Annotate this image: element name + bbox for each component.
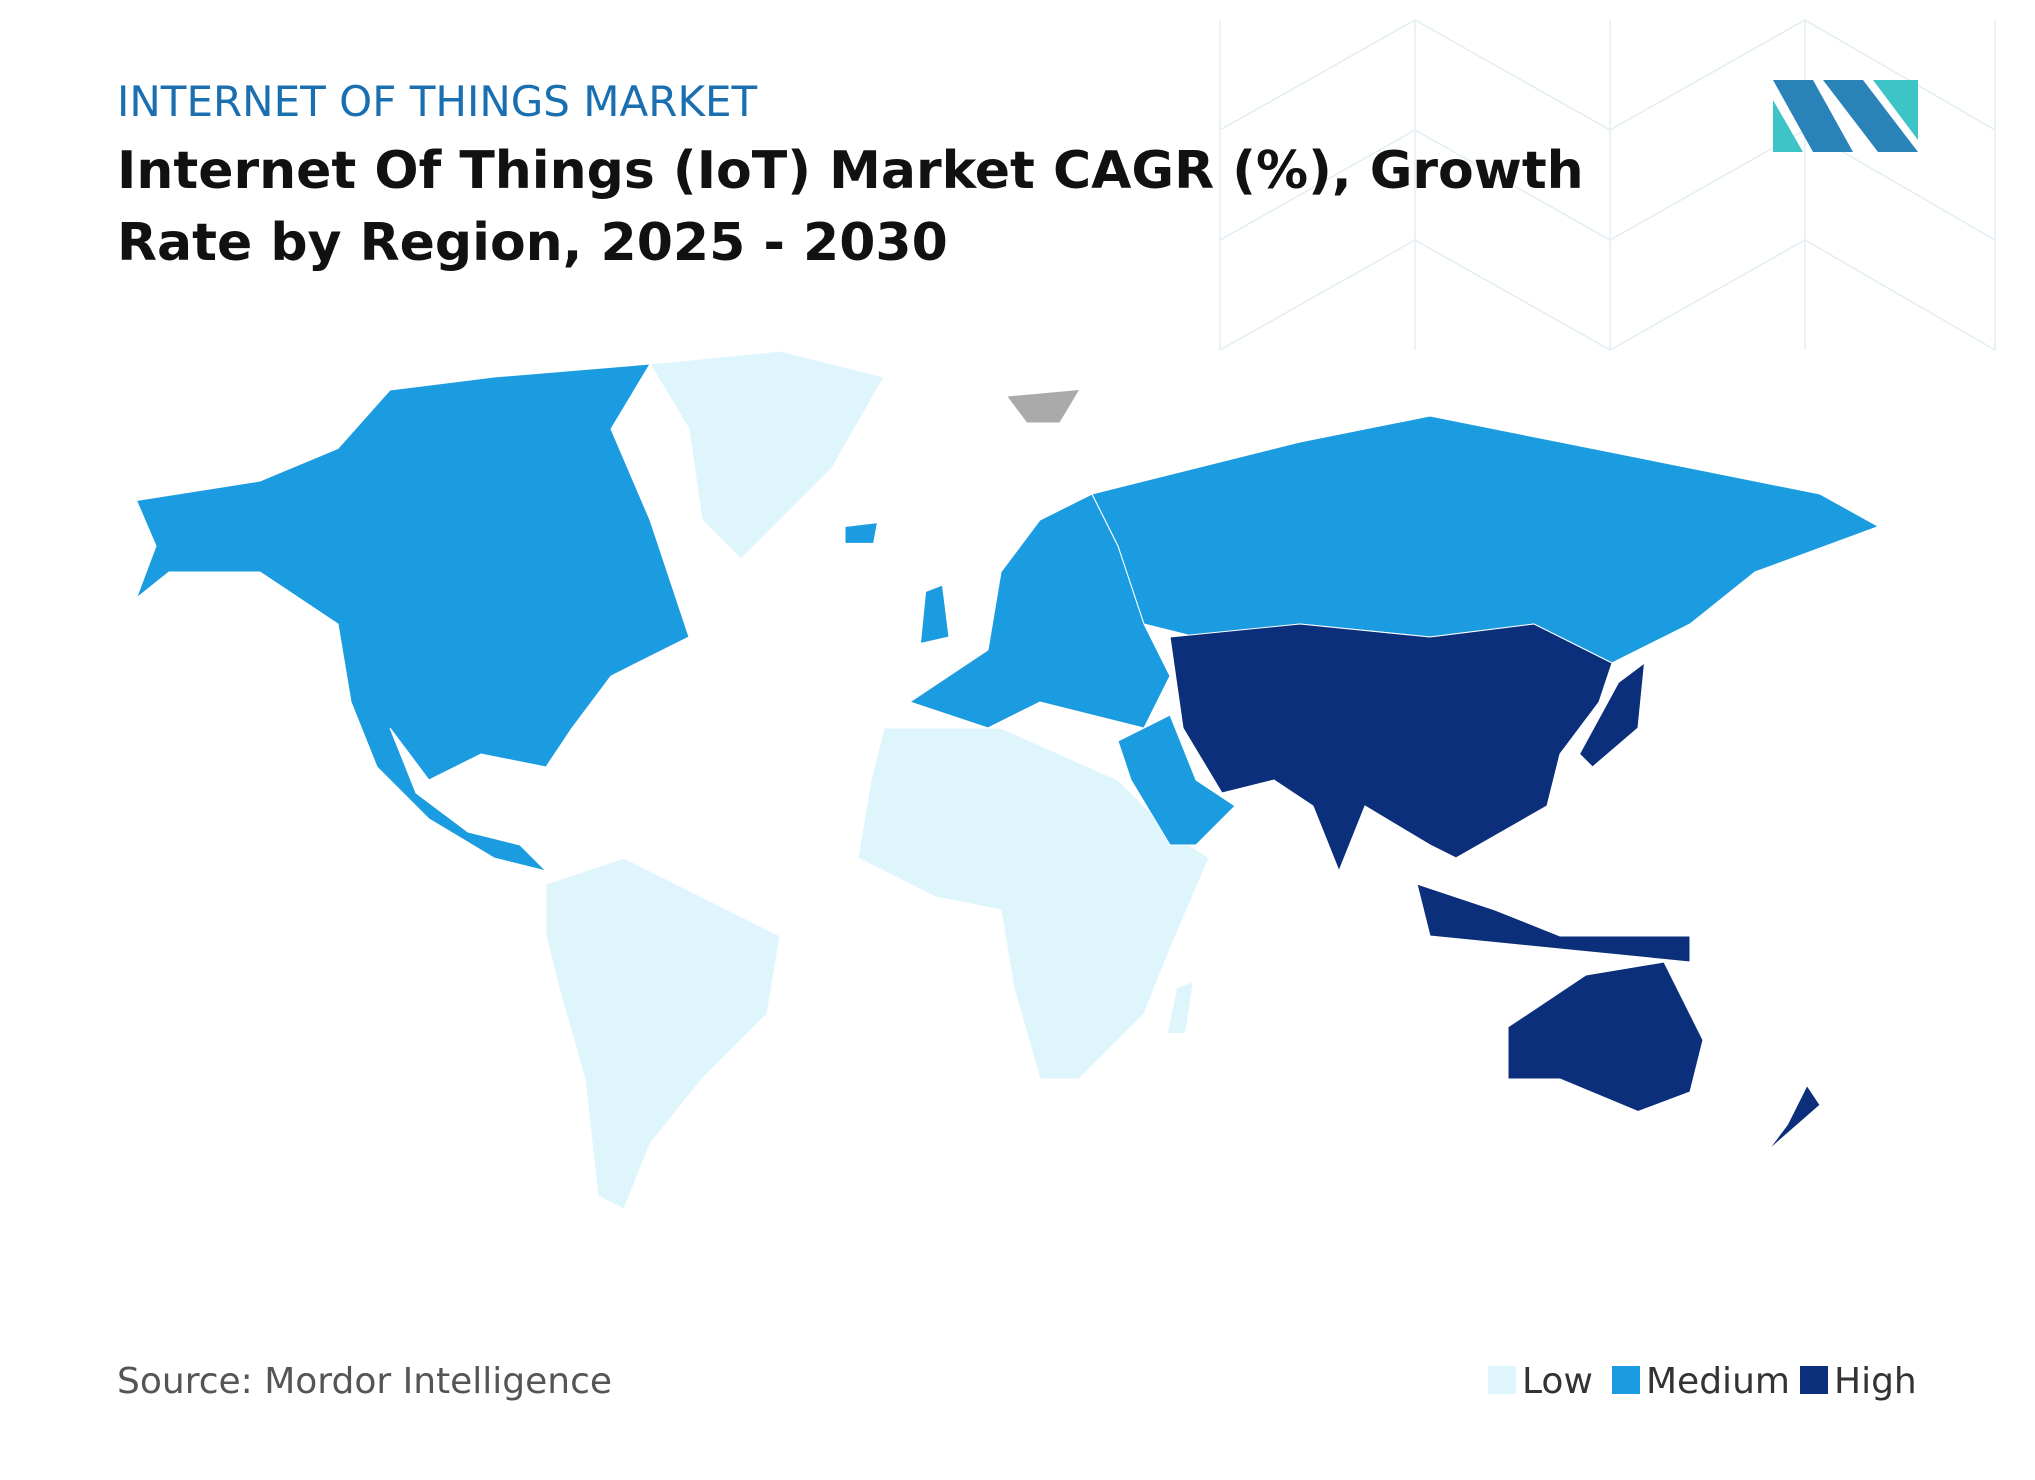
title-line: Internet Of Things (IoT) Market CAGR (%)… xyxy=(117,141,1584,201)
region-greenland xyxy=(649,350,885,560)
legend-label: Medium xyxy=(1646,1361,1790,1402)
region-iceland xyxy=(844,521,879,544)
kicker: INTERNET OF THINGS MARKET xyxy=(117,77,758,126)
logo xyxy=(1773,80,1918,152)
legend-swatch xyxy=(1488,1366,1516,1394)
title-line: Rate by Region, 2025 - 2030 xyxy=(117,213,948,273)
legend-label: High xyxy=(1834,1361,1917,1402)
world-map xyxy=(135,350,1880,1210)
region-asia xyxy=(1169,623,1613,873)
region-russia xyxy=(1091,415,1880,664)
legend-swatch xyxy=(1800,1366,1828,1394)
region-new-zealand xyxy=(1767,1084,1821,1151)
background-pattern xyxy=(1219,19,1996,351)
legend-swatch xyxy=(1612,1366,1640,1394)
source: Source: Mordor Intelligence xyxy=(117,1361,612,1402)
region-australia xyxy=(1507,961,1704,1113)
region-japan xyxy=(1578,661,1646,768)
legend: Low Medium High xyxy=(1488,1361,1917,1402)
region-south-america xyxy=(545,857,781,1210)
region-north-america xyxy=(135,363,690,872)
region-uk xyxy=(919,584,950,645)
region-no-data xyxy=(1007,390,1079,423)
region-madagascar xyxy=(1166,980,1195,1035)
region-middle-east xyxy=(1117,714,1236,846)
region-indonesia xyxy=(1416,883,1691,963)
region-africa xyxy=(857,727,1210,1080)
legend-label: Low xyxy=(1522,1361,1593,1402)
